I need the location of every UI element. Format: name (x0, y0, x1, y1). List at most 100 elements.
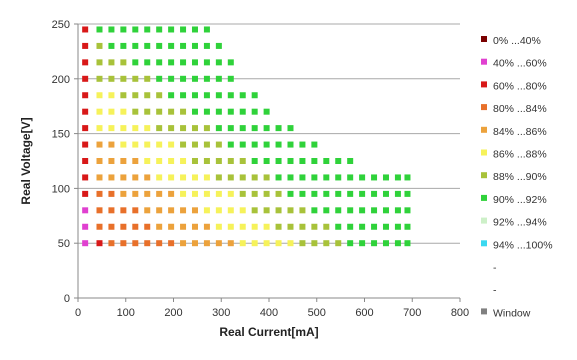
data-point (227, 158, 234, 164)
data-point (239, 125, 246, 132)
data-point (203, 223, 210, 230)
data-point (299, 240, 306, 247)
data-point (263, 141, 270, 148)
data-point (156, 174, 163, 181)
data-point (120, 92, 127, 99)
data-point (239, 174, 246, 181)
x-tick-label: 600 (355, 307, 373, 319)
data-point (96, 207, 103, 214)
data-point (239, 190, 246, 197)
data-point (287, 240, 294, 247)
data-point (299, 223, 306, 230)
data-point (191, 141, 198, 148)
legend-label: 84% ...86% (493, 126, 547, 138)
data-point (132, 174, 139, 181)
data-point (96, 158, 103, 164)
data-point (394, 190, 401, 197)
data-point (263, 108, 270, 115)
data-point (299, 207, 306, 214)
data-point (180, 141, 187, 148)
data-point (108, 174, 115, 181)
data-point (275, 240, 282, 247)
data-point (215, 223, 222, 230)
data-point (120, 158, 127, 164)
legend-swatch (481, 194, 487, 201)
data-point (108, 223, 115, 230)
data-point (299, 141, 306, 148)
data-point (144, 240, 151, 247)
data-point (132, 42, 139, 49)
data-point (215, 207, 222, 214)
data-point (96, 125, 103, 132)
data-point (359, 207, 366, 214)
data-point (203, 125, 210, 132)
legend-swatch (481, 81, 487, 88)
data-point (180, 190, 187, 197)
data-point (120, 240, 127, 247)
data-point (96, 92, 103, 99)
data-point (191, 108, 198, 115)
data-point (144, 59, 151, 66)
data-point (371, 174, 378, 181)
data-point (96, 42, 103, 49)
data-point (251, 158, 258, 164)
data-point (394, 240, 401, 247)
data-point (287, 207, 294, 214)
data-point (263, 125, 270, 132)
data-point (239, 92, 246, 99)
data-point (180, 26, 187, 33)
data-point (144, 42, 151, 49)
data-point (347, 174, 354, 181)
data-point (108, 108, 115, 115)
data-point (227, 75, 234, 82)
data-point (96, 223, 103, 230)
data-point (108, 26, 115, 33)
data-point (311, 240, 318, 247)
data-point (263, 158, 270, 164)
data-point (156, 92, 163, 99)
data-point (239, 158, 246, 164)
tick-labels: 0 50 100 150 200 250 0 100 200 300 400 500 600 700 800 (52, 19, 470, 319)
data-point (382, 223, 389, 230)
data-point (215, 92, 222, 99)
data-point (82, 158, 89, 164)
data-point (191, 75, 198, 82)
data-point (180, 223, 187, 230)
data-point (215, 158, 222, 164)
legend-label: 60% ...80% (493, 80, 547, 92)
data-point (215, 141, 222, 148)
x-tick-label: 800 (451, 307, 469, 319)
data-point (227, 108, 234, 115)
data-point (275, 190, 282, 197)
data-point (120, 26, 127, 33)
data-point (168, 26, 175, 33)
data-point (287, 190, 294, 197)
data-point (108, 190, 115, 197)
data-point (203, 174, 210, 181)
data-point (323, 207, 330, 214)
data-points (82, 26, 411, 247)
data-point (215, 240, 222, 247)
data-point (132, 207, 139, 214)
data-point (299, 158, 306, 164)
y-tick-label: 50 (58, 238, 70, 250)
data-point (120, 125, 127, 132)
data-point (263, 207, 270, 214)
data-point (96, 141, 103, 148)
data-point (347, 207, 354, 214)
data-point (203, 158, 210, 164)
legend-swatch (481, 126, 487, 133)
data-point (251, 92, 258, 99)
data-point (275, 223, 282, 230)
data-point (203, 26, 210, 33)
legend-label: 0% ...40% (493, 35, 541, 47)
data-point (168, 240, 175, 247)
data-point (404, 207, 411, 214)
data-point (180, 125, 187, 132)
data-point (156, 190, 163, 197)
legend-label: 40% ...60% (493, 58, 547, 70)
data-point (311, 223, 318, 230)
y-tick-label: 150 (52, 129, 70, 141)
data-point (82, 42, 89, 49)
